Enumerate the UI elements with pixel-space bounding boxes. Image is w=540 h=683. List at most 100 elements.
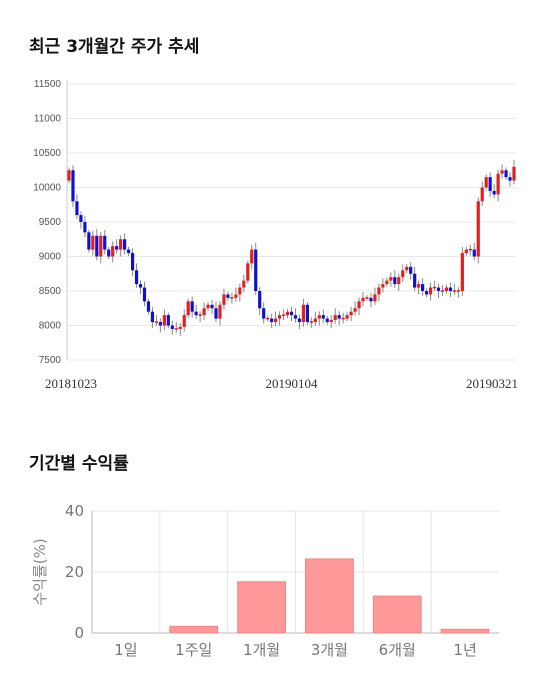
date-label: 20190321 <box>466 376 518 391</box>
candle-body <box>305 304 309 323</box>
y-tick-label: 10500 <box>33 148 61 159</box>
candle-body <box>202 308 206 316</box>
candle-body <box>476 201 480 257</box>
y-tick-label: 10000 <box>33 183 61 194</box>
candle-body <box>512 166 516 181</box>
candle-body <box>238 287 242 295</box>
candle-body <box>456 290 460 292</box>
candle-body <box>508 177 512 181</box>
candle-body <box>409 266 413 274</box>
candle-body <box>337 315 341 319</box>
candle-body <box>440 290 445 292</box>
candle-body <box>79 215 83 222</box>
candle-body <box>436 287 441 291</box>
returns-bar-chart: 0 20 40 1일 1주일 1개월 3개월 6개월 1년 수익률(%) <box>31 502 499 659</box>
candle-body <box>218 304 222 319</box>
return-bar <box>440 628 490 634</box>
date-label: 20181023 <box>45 376 97 391</box>
candle-body <box>210 304 214 309</box>
candle-body <box>353 308 357 312</box>
candle-body <box>154 321 159 323</box>
candle-body <box>369 297 373 302</box>
category-label: 1개월 <box>243 641 280 659</box>
candle-body <box>424 291 429 295</box>
candle-body <box>285 311 290 316</box>
candle-body <box>178 326 182 329</box>
y-tick-label: 11000 <box>34 114 62 125</box>
candle-body <box>150 311 155 323</box>
candle-body <box>357 301 361 309</box>
candle-body <box>182 315 186 327</box>
candle-body <box>83 222 87 233</box>
candle-body <box>281 314 286 316</box>
category-label: 6개월 <box>379 641 416 659</box>
returns-title: 기간별 수익률 <box>29 454 129 474</box>
candle-body <box>289 311 294 316</box>
candle-body <box>413 273 417 288</box>
candle-body <box>174 328 178 330</box>
candle-body <box>111 246 115 257</box>
category-label: 1년 <box>453 641 476 659</box>
candle-body <box>349 311 353 316</box>
candle-body <box>393 277 397 285</box>
candle-body <box>417 284 421 288</box>
category-label: 1주일 <box>175 641 212 659</box>
candle-body <box>341 317 345 320</box>
candle-body <box>405 266 409 271</box>
candle-body <box>301 304 306 323</box>
candle-body <box>468 248 472 251</box>
y-tick-label: 8000 <box>39 321 62 332</box>
candle-body <box>158 322 162 326</box>
candle-body <box>421 284 425 291</box>
candle-body <box>452 290 457 292</box>
candle-body <box>206 304 210 309</box>
y-tick-label: 8500 <box>39 286 62 297</box>
candle-body <box>254 249 258 291</box>
candle-body <box>381 284 385 288</box>
candle-body <box>130 253 135 271</box>
candle-body <box>492 190 496 195</box>
candle-body <box>262 308 266 319</box>
candle-body <box>333 315 337 320</box>
candle-body <box>230 297 234 299</box>
candle-body <box>488 177 492 191</box>
candle-body <box>500 170 504 174</box>
candle-body <box>91 235 95 250</box>
candle-body <box>103 235 107 250</box>
date-label: 20190104 <box>266 376 319 391</box>
candle-body <box>107 249 111 257</box>
candle-body <box>95 235 99 257</box>
candle-body <box>170 325 174 329</box>
candle-body <box>146 301 151 312</box>
candle-body <box>313 318 317 323</box>
candle-body <box>134 270 139 285</box>
candle-body <box>214 308 218 319</box>
candle-body <box>389 277 393 281</box>
candle-body <box>401 270 405 278</box>
candle-body <box>138 284 143 288</box>
y-tick-label: 20 <box>65 563 84 581</box>
candle-body <box>266 317 270 320</box>
candle-body <box>325 318 329 323</box>
candle-body <box>277 315 282 319</box>
candle-body <box>119 239 123 250</box>
candle-body <box>190 301 194 312</box>
candle-body <box>317 315 321 319</box>
stock-trend-title: 최근 3개월간 주가 추세 <box>29 37 200 57</box>
candle-body <box>234 294 238 298</box>
candle-body <box>397 277 401 285</box>
candle-body <box>250 249 254 264</box>
candle-body <box>246 263 250 281</box>
candle-body <box>496 173 500 195</box>
candle-body <box>309 321 313 323</box>
candle-body <box>87 232 91 250</box>
return-bar <box>237 581 287 634</box>
candle-body <box>504 170 508 178</box>
candle-body <box>329 319 333 323</box>
candle-body <box>321 315 325 319</box>
candle-body <box>345 315 349 319</box>
candle-body <box>75 201 79 216</box>
candle-body <box>258 291 262 309</box>
y-tick-label: 11500 <box>34 79 62 90</box>
y-tick-label: 9000 <box>39 252 62 263</box>
